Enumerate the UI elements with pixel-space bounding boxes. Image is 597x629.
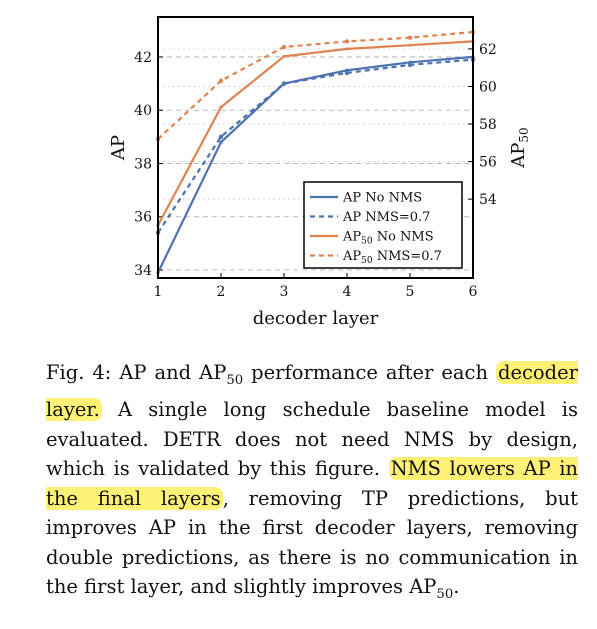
tick-label-left: 42 [134, 50, 152, 66]
legend-label: AP No NMS [342, 191, 422, 206]
series-point-2 [408, 43, 412, 47]
caption-text-1: AP and AP [111, 361, 227, 384]
series-line-2 [157, 40, 474, 226]
caption-text-4: , removing TP predictions, but improves … [46, 486, 578, 599]
series-point-1 [281, 81, 287, 86]
figure-caption: Fig. 4: AP and AP50 performance after ea… [46, 358, 578, 610]
x-axis-label: decoder layer [253, 308, 379, 329]
caption-text-3: A single long schedule baseline model is… [46, 398, 578, 481]
caption-text-5: . [453, 575, 460, 599]
caption-sub-1: 50 [226, 372, 244, 388]
tick-label-right: 62 [479, 42, 497, 58]
tick-label-x: 2 [217, 284, 226, 300]
legend-label: AP50 NMS=0.7 [342, 249, 442, 266]
tick-label-right: 60 [479, 79, 497, 95]
tick-label-left: 36 [134, 210, 152, 226]
series-point-2 [219, 105, 223, 109]
series-point-3 [218, 78, 224, 84]
caption-sub-2: 50 [436, 587, 454, 603]
tick-label-right: 54 [479, 192, 497, 208]
legend-label: AP50 No NMS [342, 230, 434, 247]
series-point-1 [344, 70, 350, 76]
legend: AP No NMS AP NMS=0.7 AP50 No NMS AP50 NMS=0… [303, 181, 463, 269]
series-point-1 [218, 134, 224, 140]
tick-label-left: 34 [134, 263, 152, 279]
y-axis-right-label: AP50 [508, 127, 531, 168]
series-point-1 [407, 62, 413, 68]
tick-label-right: 56 [479, 155, 497, 171]
tick-label-x: 5 [406, 284, 415, 300]
tick-label-x: 6 [469, 284, 478, 300]
legend-label: AP NMS=0.7 [342, 210, 430, 225]
caption-text-2: performance after each [243, 361, 496, 384]
tick-label-x: 4 [343, 284, 352, 300]
tick-label-x: 1 [154, 284, 163, 300]
series-point-3 [281, 44, 287, 50]
series-line-0 [157, 55, 474, 274]
series-point-2 [345, 47, 349, 51]
series-point-3 [344, 39, 350, 44]
series-point-2 [282, 54, 286, 59]
plot-frame [157, 16, 474, 279]
y-axis-left-label: AP [108, 135, 129, 161]
series-point-0 [219, 140, 223, 144]
tick-label-left: 40 [134, 103, 152, 119]
tick-label-right: 58 [479, 117, 497, 133]
tick-label-x: 3 [280, 284, 289, 300]
series-point-3 [407, 35, 413, 40]
caption-fig-label: Fig. 4: [46, 361, 112, 384]
tick-label-left: 38 [134, 156, 152, 172]
chart-series [155, 29, 476, 275]
series-line-3 [157, 30, 474, 140]
series-line-1 [157, 58, 474, 234]
